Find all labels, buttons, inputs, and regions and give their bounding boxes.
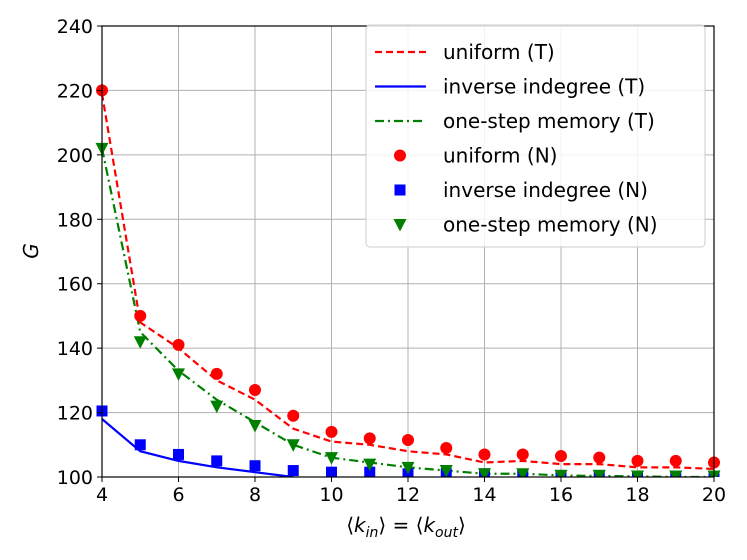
legend: uniform (T) inverse indegree (T) one-step … (365, 24, 706, 248)
one-step-memory-n-point (401, 461, 415, 475)
uniform-n-point (363, 432, 376, 445)
legend-uniform-t-label: uniform (T) (443, 40, 555, 64)
one-step-memory-n-point (478, 468, 491, 477)
y-axis-label: G (19, 243, 43, 259)
one-step-memory-n-point (554, 469, 568, 477)
y-tick-label: 160 (57, 274, 93, 296)
y-tick-label: 100 (57, 467, 93, 489)
uniform-n-point (325, 425, 338, 438)
x-tick-label: 14 (472, 484, 496, 506)
one-step-memory-n-point (286, 439, 300, 452)
uniform-t-line (100, 93, 715, 471)
x-tick-label: 10 (319, 484, 343, 506)
one-step-memory-n-point (172, 368, 185, 381)
inverse-indegree-t-line (101, 418, 294, 477)
x-tick-label: 8 (249, 484, 261, 506)
x-tick-label: 16 (549, 484, 573, 506)
one-step-memory-n-point (669, 470, 683, 477)
inverse-indegree-n-point (364, 466, 376, 477)
legend-inverse-indegree-t-label: inverse indegree (T) (443, 75, 645, 99)
x-axis-label: ⟨kin⟩ = ⟨kout⟩ (346, 513, 466, 541)
uniform-n-point (593, 451, 606, 464)
uniform-n-point (172, 338, 185, 351)
inverse-indegree-n-point (326, 466, 337, 477)
one-step-memory-n-point (439, 465, 453, 477)
legend-inverse-indegree-n-label: inverse indegree (N) (443, 178, 648, 202)
x-tick-label: 12 (396, 484, 420, 506)
one-step-memory-n-point (248, 419, 262, 433)
y-tick-label: 220 (57, 80, 93, 102)
x-tick-label: 18 (625, 484, 649, 506)
one-step-memory-n-point (592, 469, 606, 477)
one-step-memory-n-point (516, 468, 530, 477)
x-tick-label: 20 (702, 484, 726, 506)
one-step-memory-n-point (210, 400, 224, 414)
one-step-memory-n-point (325, 452, 338, 465)
y-tick-label: 120 (57, 403, 93, 425)
uniform-n-point (210, 367, 223, 380)
legend-one-step-memory-n-swatch (393, 219, 407, 232)
y-tick-label: 240 (57, 16, 93, 38)
legend-uniform-n-label: uniform (N) (443, 144, 557, 168)
uniform-n-point (440, 442, 453, 455)
uniform-n-point (287, 409, 300, 422)
y-tick-label: 180 (57, 209, 93, 231)
series-layer (95, 84, 721, 477)
x-axis-label-k-in: k (354, 513, 367, 537)
x-axis-label-k-out: k (423, 513, 436, 537)
one-step-memory-n-point (631, 470, 644, 477)
inverse-indegree-n-point (173, 448, 184, 460)
uniform-n-point (669, 454, 682, 467)
x-tick-label: 4 (96, 484, 108, 506)
inverse-indegree-n-point (249, 460, 261, 472)
inverse-indegree-n-point (287, 465, 299, 477)
inverse-indegree-n-point (134, 439, 146, 451)
uniform-n-point (478, 448, 491, 461)
one-step-memory-n-point (363, 458, 377, 472)
x-axis-label-equals: ⟩ = ⟨ (378, 513, 423, 537)
x-axis-label-sub-out: out (435, 525, 458, 541)
y-tick-label: 200 (57, 145, 93, 167)
legend-one-step-memory-n-label: one-step memory (N) (443, 213, 658, 237)
legend-inverse-indegree-n-swatch (394, 184, 406, 196)
legend-one-step-memory-t-label: one-step memory (T) (443, 109, 655, 133)
x-tick-label: 6 (172, 484, 184, 506)
uniform-n-point (516, 448, 529, 461)
legend-uniform-n-swatch (394, 149, 406, 162)
uniform-n-point (402, 433, 414, 446)
y-tick-label: 140 (57, 338, 93, 360)
uniform-n-point (134, 309, 147, 322)
uniform-n-point (249, 384, 261, 397)
uniform-n-point (555, 450, 567, 463)
x-axis-label-sub-in: in (366, 525, 379, 541)
one-step-memory-n-point (133, 336, 147, 349)
x-axis-label-bracket: ⟨ (346, 513, 354, 537)
inverse-indegree-n-point (211, 455, 223, 467)
ticks: 4 6 8 10 12 14 16 18 20 100 120 140 160 180 200 220 240 (57, 16, 726, 506)
uniform-n-point (631, 454, 644, 467)
x-axis-label-bracket-close: ⟩ (458, 513, 466, 537)
